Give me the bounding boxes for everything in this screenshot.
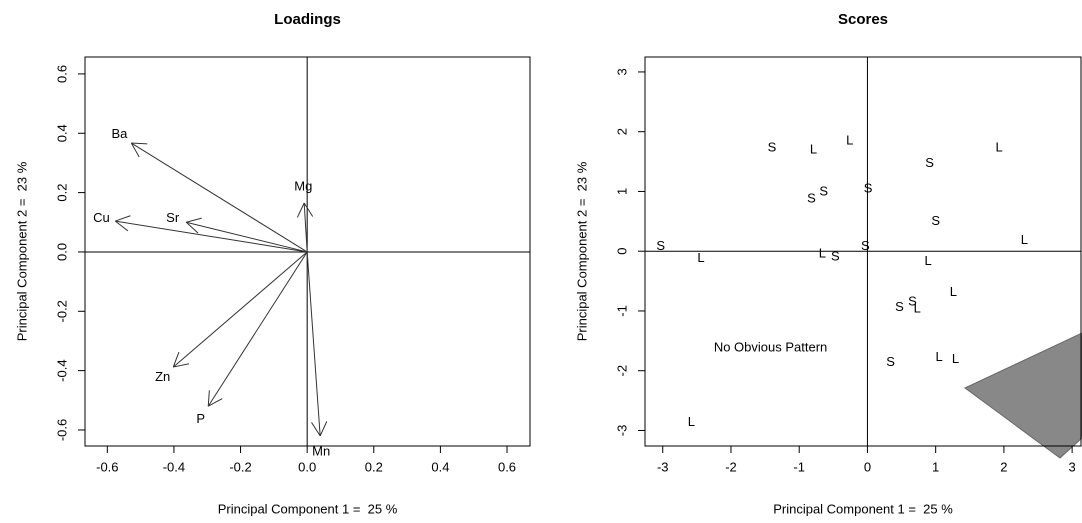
y-tick-label: 0.4 <box>54 124 69 142</box>
y-axis-label: Principal Component 2 = 23 % <box>14 161 29 341</box>
arrow-head <box>172 351 180 368</box>
arrow-head <box>186 217 202 223</box>
score-point: S <box>768 139 777 154</box>
y-tick-label: -0.4 <box>54 359 69 381</box>
y-tick-label: 0 <box>614 248 629 255</box>
arrow-head <box>185 221 199 234</box>
arrow-head <box>115 215 131 222</box>
score-point: S <box>886 354 895 369</box>
y-tick-label: -0.2 <box>54 300 69 322</box>
x-tick-label: -0.2 <box>229 459 251 474</box>
arrow-shaft <box>186 221 308 253</box>
score-point: S <box>925 155 934 170</box>
y-axis-label: Principal Component 2 = 23 % <box>574 161 589 341</box>
arrow-shaft <box>115 220 308 253</box>
arrow-label: Sr <box>166 210 180 225</box>
score-point: L <box>688 414 695 429</box>
score-point: S <box>656 238 665 253</box>
score-point: S <box>931 213 940 228</box>
arrow-label: Zn <box>155 369 170 384</box>
arrow <box>115 215 308 253</box>
score-point: L <box>846 133 853 148</box>
score-point: L <box>1021 232 1028 247</box>
y-tick-label: -0.6 <box>54 419 69 441</box>
arrow <box>296 202 314 252</box>
score-point: S <box>819 183 828 198</box>
arrow-head <box>130 142 140 158</box>
arrow-label: Mg <box>294 178 312 193</box>
x-tick-label: -1 <box>793 459 805 474</box>
x-tick-label: 3 <box>1069 459 1076 474</box>
arrow <box>172 251 308 368</box>
arrow-head <box>208 398 223 407</box>
arrow <box>207 251 308 407</box>
score-point: L <box>925 253 932 268</box>
score-point: S <box>864 180 873 195</box>
chart-title: Loadings <box>274 11 341 28</box>
x-tick-label: -2 <box>725 459 737 474</box>
score-point: L <box>914 301 921 316</box>
arrow-head <box>303 202 314 217</box>
x-tick-label: 0.6 <box>498 459 516 474</box>
arrow-shaft <box>303 202 308 252</box>
annotation: No Obvious Pattern <box>714 339 827 354</box>
arrow-label: Cu <box>93 210 110 225</box>
x-tick-label: -0.4 <box>163 459 185 474</box>
y-tick-label: 0.6 <box>54 65 69 83</box>
x-tick-label: 0 <box>864 459 871 474</box>
arrow-head <box>207 390 210 407</box>
arrow-head <box>296 202 305 218</box>
arrow-shaft <box>207 251 308 407</box>
y-tick-label: -2 <box>614 365 629 377</box>
chart-title: Scores <box>838 11 888 28</box>
x-tick-label: -0.6 <box>96 459 118 474</box>
arrow-label: P <box>196 411 205 426</box>
score-point: L <box>952 351 959 366</box>
x-tick-label: 0.4 <box>431 459 449 474</box>
x-tick-label: 0.2 <box>365 459 383 474</box>
arrow <box>185 217 308 253</box>
score-point: S <box>807 191 816 206</box>
arrow-shaft <box>172 251 308 368</box>
y-tick-label: 3 <box>614 68 629 75</box>
x-axis-label: Principal Component 1 = 25 % <box>218 501 398 516</box>
arrow-head <box>173 363 190 368</box>
arrow <box>306 251 328 437</box>
arrow-head <box>319 421 328 437</box>
arrow <box>130 142 308 253</box>
score-point: L <box>810 142 817 157</box>
y-tick-label: 2 <box>614 128 629 135</box>
score-point: S <box>861 238 870 253</box>
x-tick-label: -3 <box>657 459 669 474</box>
arrow-head <box>311 422 321 437</box>
y-tick-label: 0.0 <box>54 243 69 261</box>
arrow-label: Ba <box>111 126 128 141</box>
score-point: S <box>895 299 904 314</box>
x-tick-label: 2 <box>1000 459 1007 474</box>
arrow-label: Mn <box>312 443 330 458</box>
x-tick-label: 1 <box>932 459 939 474</box>
score-point: L <box>950 284 957 299</box>
y-tick-label: 1 <box>614 188 629 195</box>
arrow-shaft <box>306 251 321 436</box>
x-tick-label: 0.0 <box>298 459 316 474</box>
score-point: L <box>819 246 826 261</box>
decoration <box>964 332 1082 459</box>
score-point: L <box>697 250 704 265</box>
score-point: L <box>935 349 942 364</box>
y-tick-label: 0.2 <box>54 184 69 202</box>
score-point: S <box>831 249 840 264</box>
arrow-shaft <box>131 142 308 253</box>
arrow-head <box>131 142 148 145</box>
y-tick-label: -1 <box>614 305 629 317</box>
x-axis-label: Principal Component 1 = 25 % <box>773 501 953 516</box>
score-point: S <box>908 293 917 308</box>
arrow-head <box>115 220 129 232</box>
y-tick-label: -3 <box>614 425 629 437</box>
score-point: L <box>996 139 1003 154</box>
